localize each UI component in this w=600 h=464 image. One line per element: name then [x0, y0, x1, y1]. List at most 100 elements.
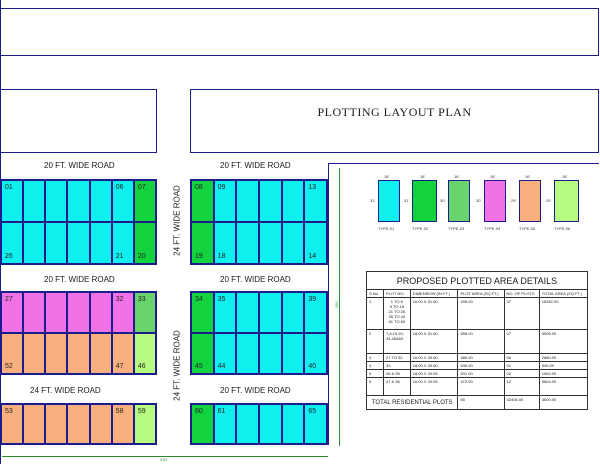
row-2-sno: 2	[366, 329, 384, 354]
dimension-label-right: 200'	[334, 300, 340, 309]
row-3-dimension: 16.00 X 30.00	[409, 353, 459, 362]
plot-63	[258, 404, 282, 444]
dimension-label-bottom: 230'	[160, 457, 168, 462]
row-2-plot-area: 558.00	[457, 329, 505, 354]
plot-32: 32	[111, 292, 134, 333]
legend-swatch-type-03	[448, 180, 470, 222]
road-label-top-left: 20 FT. WIDE ROAD	[44, 161, 115, 170]
legend-swatch-type-02	[412, 180, 437, 222]
road-label-vertical-lower: 24 FT. WIDE ROAD	[172, 330, 182, 401]
plot-52: 52	[1, 333, 24, 374]
plot-36	[236, 292, 259, 333]
legend-height-04: 30'	[476, 198, 482, 203]
plot-02	[23, 180, 46, 222]
plot-20: 20	[133, 222, 156, 264]
dimension-line-bottom	[2, 456, 328, 457]
plot-31	[89, 292, 112, 333]
legend-height-05: 29'	[511, 198, 517, 203]
row-3-count: 06	[503, 353, 540, 362]
plot-block-d: 34 35 39 45 44 40	[190, 291, 328, 375]
road-label-bottom-left: 24 FT. WIDE ROAD	[30, 386, 101, 395]
row-1-dimension: 16.00 X 31.00	[409, 297, 459, 330]
table-row: 5 46 & 59 18.00 X 29.05 531.00 02 1062.0…	[366, 369, 589, 378]
row-4-plot-no: 33	[382, 361, 411, 370]
legend-label-type-06: TYPE-06	[554, 226, 571, 231]
row-6-count: 12	[503, 377, 540, 396]
row-6-plot-no: 47 & 58	[382, 377, 411, 396]
row-6-plot-area: 472.00	[457, 377, 505, 396]
plot-14: 14	[304, 222, 327, 264]
road-label-mid-left: 20 FT. WIDE ROAD	[44, 275, 115, 284]
row-1-plot-area: 496.00	[457, 297, 505, 330]
top-strip	[0, 8, 599, 56]
plot-57	[89, 404, 112, 444]
plot-38	[281, 292, 305, 333]
row-4-sno: 4	[366, 361, 384, 370]
plot-48	[89, 333, 112, 374]
row-5-count: 02	[503, 369, 540, 378]
row-5-plot-area: 531.00	[457, 369, 505, 378]
plot-45: 45	[191, 333, 214, 374]
row-1-count: 37	[503, 297, 540, 330]
plot-59: 59	[133, 404, 156, 444]
row-5-total: 1062.00	[538, 369, 589, 378]
legend-label-type-03: TYPE-03	[448, 226, 465, 231]
table-header-row: S.No. PLOT NO. DIMENSION (IN FT.) PLOT A…	[366, 289, 589, 298]
row-4-count: 01	[503, 361, 540, 370]
plot-type-legend: TYPE-01 TYPE-02 TYPE-03 TYPE-04 TYPE-05 …	[370, 172, 600, 236]
road-label-top-right: 20 FT. WIDE ROAD	[220, 161, 291, 170]
legend-width-01: 16'	[384, 174, 390, 179]
row-6-dimension: 16.00 X 29.05	[409, 377, 459, 396]
plot-04	[67, 180, 90, 222]
row-6-total: 5664.00	[538, 377, 589, 396]
header-plot-area: PLOT AREA (SQ.FT.)	[457, 289, 505, 298]
title-block	[190, 89, 599, 153]
row-1-total: 18352.00	[538, 297, 589, 330]
plot-28	[23, 292, 46, 333]
total-extra: 3600.00	[538, 395, 589, 410]
plot-37	[258, 292, 282, 333]
legend-swatch-type-04	[484, 180, 506, 222]
header-total-area: TOTAL AREA (SQ.FT.)	[538, 289, 589, 298]
plot-56	[67, 404, 90, 444]
plotted-area-table: PROPOSED PLOTTED AREA DETAILS S.No. PLOT…	[365, 271, 589, 410]
plot-16	[258, 222, 282, 264]
plot-55	[45, 404, 68, 444]
plot-06: 06	[111, 180, 134, 222]
legend-height-01: 31'	[370, 198, 376, 203]
total-area: 32404.00	[503, 395, 540, 410]
row-2-count: 07	[503, 329, 540, 354]
legend-label-type-02: TYPE-02	[412, 226, 429, 231]
plan-title: PLOTTING LAYOUT PLAN	[317, 105, 472, 119]
plot-50	[45, 333, 68, 374]
road-label-mid-right: 20 FT. WIDE ROAD	[220, 275, 291, 284]
legend-swatch-type-06	[554, 180, 579, 222]
plot-29	[45, 292, 68, 333]
row-3-sno: 4	[366, 353, 384, 362]
plot-12	[281, 180, 305, 222]
table-row: 4 27 TO 32 16.00 X 30.00 480.00 06 2880.…	[366, 353, 589, 362]
plot-block-c: 27 32 33 52 47 46	[0, 291, 157, 375]
row-1-plot-no: 1 TO 6 9 TO 18 21 TO 26 35 TO 44 61 TO 6…	[382, 297, 411, 330]
plot-44: 44	[213, 333, 237, 374]
plot-40: 40	[304, 333, 327, 374]
plot-62	[236, 404, 259, 444]
legend-label-type-01: TYPE-01	[378, 226, 395, 231]
plot-10	[236, 180, 259, 222]
row-4-dimension: 18.00 X 30.00	[409, 361, 459, 370]
table-row: 1 1 TO 6 9 TO 18 21 TO 26 35 TO 44 61 TO…	[366, 297, 589, 330]
plot-26: 26	[1, 222, 24, 264]
plot-42	[258, 333, 282, 374]
total-plots: 65	[457, 395, 505, 410]
row-6-sno: 5	[366, 377, 384, 396]
plot-65: 65	[304, 404, 327, 444]
left-upper-block	[0, 89, 157, 153]
legend-width-06: 18'	[562, 174, 568, 179]
right-boundary-line	[328, 163, 599, 164]
table-total-row: TOTAL RESIDENTIAL PLOTS 65 32404.00 3600…	[365, 395, 589, 410]
row-3-plot-no: 27 TO 32	[382, 353, 411, 362]
header-dimension: DIMENSION (IN FT.)	[409, 289, 459, 298]
legend-label-type-05: TYPE-05	[519, 226, 536, 231]
plot-53: 53	[1, 404, 24, 444]
header-sno: S.No.	[366, 289, 384, 298]
